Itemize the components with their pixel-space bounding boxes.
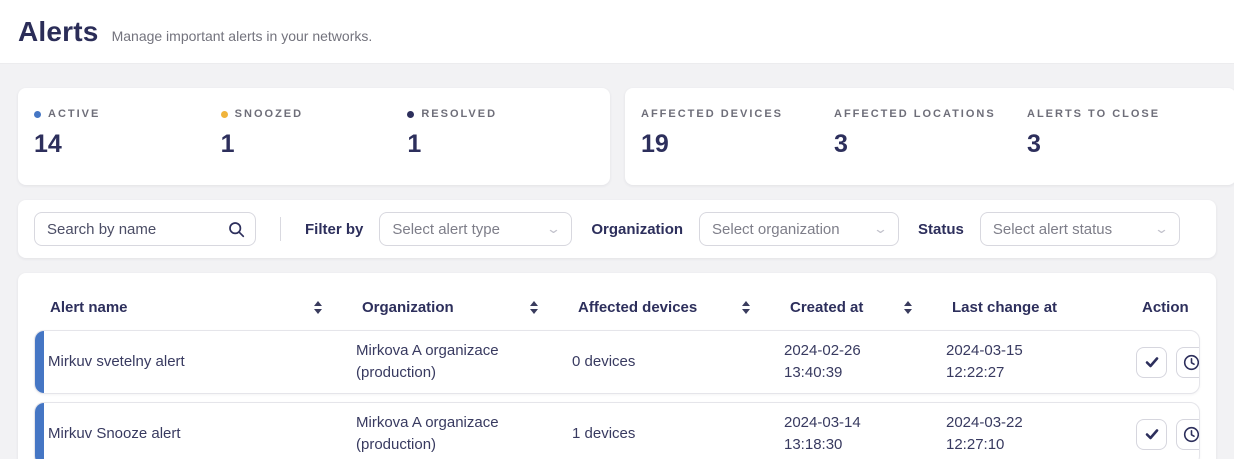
clock-icon	[1183, 354, 1199, 370]
cell-alert-name: Mirkuv svetelny alert	[48, 353, 185, 370]
stat-value: 1	[407, 130, 422, 158]
cell-created-at: 2024-03-14 13:18:30	[784, 412, 946, 456]
stat-affected-locations: AFFECTED LOCATIONS 3	[834, 108, 1027, 185]
column-header-affected-devices[interactable]: Affected devices	[578, 299, 790, 316]
clock-icon	[1183, 426, 1199, 442]
column-label: Action	[1142, 299, 1189, 316]
stat-resolved: RESOLVED 1	[407, 108, 594, 185]
stat-label: ACTIVE	[48, 108, 101, 120]
organization-name: Mirkova A organizace	[356, 342, 499, 359]
created-date: 2024-03-14	[784, 414, 861, 431]
row-accent-bar	[35, 403, 44, 459]
alert-status-summary-card: ACTIVE 14 SNOOZED 1 RESOLVED 1	[18, 88, 610, 185]
cell-organization: Mirkova A organizace (production)	[356, 340, 572, 384]
table-row[interactable]: Mirkuv svetelny alert Mirkova A organiza…	[34, 330, 1200, 394]
stat-value: 1	[220, 130, 235, 158]
column-header-action: Action	[1142, 299, 1204, 316]
column-header-organization[interactable]: Organization	[362, 299, 578, 316]
stat-label: SNOOZED	[234, 108, 304, 120]
stat-label: AFFECTED LOCATIONS	[834, 108, 996, 120]
search-input[interactable]	[47, 220, 228, 238]
status-label: Status	[918, 220, 964, 238]
created-date: 2024-02-26	[784, 342, 861, 359]
page-title: Alerts	[18, 15, 99, 47]
organization-label: Organization	[591, 220, 684, 238]
cell-actions	[1136, 346, 1199, 378]
stat-value: 14	[34, 130, 62, 158]
alert-type-select-value: Select alert type	[392, 220, 500, 238]
stat-label: RESOLVED	[421, 108, 498, 120]
last-change-time: 12:22:27	[946, 364, 1005, 381]
cell-created-at: 2024-02-26 13:40:39	[784, 340, 946, 384]
column-label: Alert name	[50, 299, 128, 316]
search-box[interactable]	[34, 212, 256, 246]
main-content: ACTIVE 14 SNOOZED 1 RESOLVED 1	[0, 64, 1234, 459]
alert-type-select[interactable]: Select alert type ⌄	[379, 212, 573, 246]
column-header-last-change-at: Last change at	[952, 299, 1142, 316]
cell-affected-devices: 0 devices	[572, 353, 636, 370]
column-label: Created at	[790, 299, 864, 316]
check-icon	[1145, 357, 1158, 368]
organization-env: (production)	[356, 436, 437, 453]
active-status-dot	[34, 110, 41, 118]
cell-last-change-at: 2024-03-15 12:22:27	[946, 340, 1136, 384]
summary-cards-row: ACTIVE 14 SNOOZED 1 RESOLVED 1	[18, 88, 1234, 185]
stat-label: ALERTS TO CLOSE	[1027, 108, 1161, 120]
search-icon[interactable]	[228, 221, 245, 238]
chevron-down-icon: ⌄	[872, 221, 889, 236]
stat-active: ACTIVE 14	[34, 108, 221, 185]
snooze-button[interactable]	[1176, 346, 1199, 378]
table-header-row: Alert name Organization Affected devices…	[34, 285, 1200, 330]
status-select-value: Select alert status	[992, 220, 1113, 238]
stat-value: 19	[641, 130, 669, 158]
filter-divider	[280, 217, 281, 241]
organization-select[interactable]: Select organization ⌄	[699, 212, 900, 246]
status-select[interactable]: Select alert status ⌄	[979, 212, 1180, 246]
table-row[interactable]: Mirkuv Snooze alert Mirkova A organizace…	[34, 402, 1200, 459]
stat-value: 3	[834, 130, 848, 158]
resolve-button[interactable]	[1136, 346, 1167, 378]
stat-label: AFFECTED DEVICES	[641, 108, 784, 120]
sort-icon[interactable]	[530, 301, 538, 314]
cell-last-change-at: 2024-03-22 12:27:10	[946, 412, 1136, 456]
stat-alerts-to-close: ALERTS TO CLOSE 3	[1027, 108, 1220, 185]
last-change-date: 2024-03-15	[946, 342, 1023, 359]
organization-env: (production)	[356, 364, 437, 381]
stat-snoozed: SNOOZED 1	[220, 108, 408, 185]
filter-bar: Filter by Select alert type ⌄ Organizati…	[18, 200, 1216, 258]
filter-by-label: Filter by	[305, 220, 364, 238]
resolved-status-dot	[407, 110, 415, 118]
organization-select-value: Select organization	[712, 220, 840, 238]
column-header-created-at[interactable]: Created at	[790, 299, 952, 316]
column-label: Affected devices	[578, 299, 698, 316]
sort-icon[interactable]	[742, 301, 750, 314]
sort-icon[interactable]	[314, 301, 322, 314]
created-time: 13:18:30	[784, 436, 843, 453]
stat-value: 3	[1027, 130, 1041, 158]
cell-alert-name: Mirkuv Snooze alert	[48, 425, 181, 442]
snooze-button[interactable]	[1176, 418, 1199, 450]
created-time: 13:40:39	[784, 364, 843, 381]
column-label: Last change at	[952, 299, 1058, 316]
check-icon	[1145, 429, 1158, 440]
chevron-down-icon: ⌄	[546, 221, 562, 236]
column-label: Organization	[362, 299, 454, 316]
chevron-down-icon: ⌄	[1153, 221, 1170, 236]
snoozed-status-dot	[220, 110, 228, 118]
cell-actions	[1136, 418, 1199, 450]
cell-organization: Mirkova A organizace (production)	[356, 412, 572, 456]
stat-affected-devices: AFFECTED DEVICES 19	[641, 108, 834, 185]
cell-affected-devices: 1 devices	[572, 425, 636, 442]
alerts-table: Alert name Organization Affected devices…	[18, 273, 1216, 459]
impact-summary-card: AFFECTED DEVICES 19 AFFECTED LOCATIONS 3…	[625, 88, 1234, 185]
sort-icon[interactable]	[904, 301, 912, 314]
last-change-time: 12:27:10	[946, 436, 1005, 453]
last-change-date: 2024-03-22	[946, 414, 1023, 431]
organization-name: Mirkova A organizace	[356, 414, 499, 431]
page-header: Alerts Manage important alerts in your n…	[0, 0, 1234, 64]
resolve-button[interactable]	[1136, 418, 1167, 450]
column-header-alert-name[interactable]: Alert name	[50, 299, 362, 316]
row-accent-bar	[35, 331, 44, 393]
page-subtitle: Manage important alerts in your networks…	[111, 27, 373, 44]
